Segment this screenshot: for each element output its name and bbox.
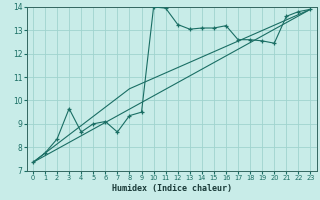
X-axis label: Humidex (Indice chaleur): Humidex (Indice chaleur) [112, 184, 232, 193]
